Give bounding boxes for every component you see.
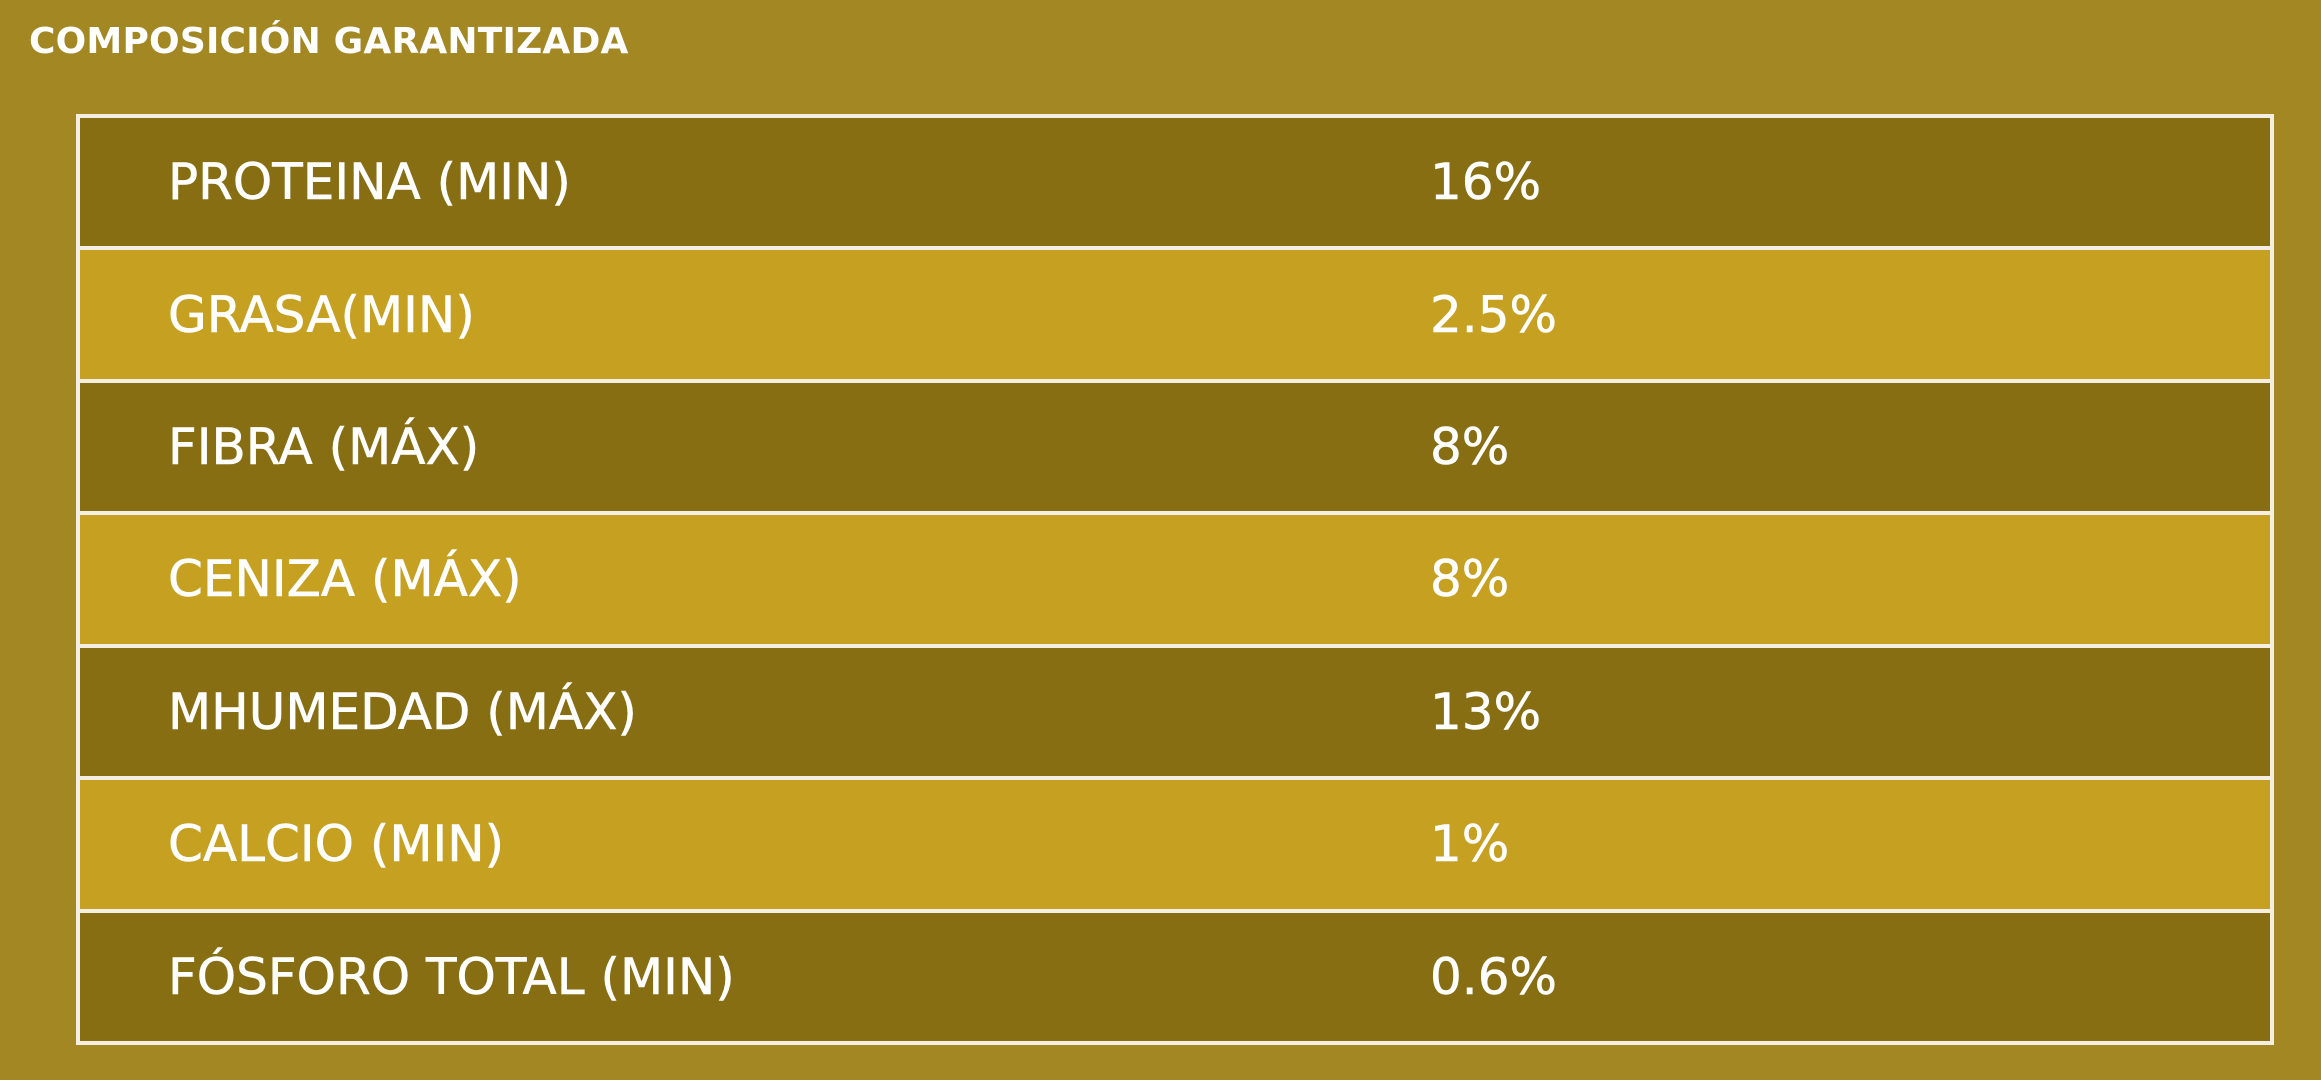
row-value: 2.5%: [1430, 285, 1558, 344]
row-label: CENIZA (MÁX): [168, 550, 522, 609]
composition-table: PROTEINA (MIN) 16% GRASA(MIN) 2.5% FIBRA…: [76, 114, 2274, 1045]
row-label: MHUMEDAD (MÁX): [168, 682, 638, 742]
row-value: 8%: [1430, 418, 1510, 477]
table-row: CENIZA (MÁX) 8%: [80, 515, 2270, 644]
row-label: FIBRA (MÁX): [168, 418, 480, 477]
table-row: MHUMEDAD (MÁX) 13%: [80, 647, 2270, 777]
row-value: 1%: [1430, 815, 1510, 874]
row-value: 13%: [1430, 682, 1542, 742]
table-row: GRASA(MIN) 2.5%: [80, 250, 2270, 379]
table-row: CALCIO (MIN) 1%: [80, 780, 2270, 909]
row-value: 8%: [1430, 550, 1510, 609]
row-value: 16%: [1430, 153, 1542, 212]
table-row: PROTEINA (MIN) 16%: [80, 118, 2270, 247]
table-row: FIBRA (MÁX) 8%: [80, 382, 2270, 512]
row-label: GRASA(MIN): [168, 285, 475, 344]
section-title: COMPOSICIÓN GARANTIZADA: [29, 21, 629, 62]
row-label: CALCIO (MIN): [168, 815, 505, 874]
row-label: FÓSFORO TOTAL (MIN): [168, 947, 735, 1006]
row-value: 0.6%: [1430, 947, 1558, 1006]
row-label: PROTEINA (MIN): [168, 153, 572, 212]
table-row: FÓSFORO TOTAL (MIN) 0.6%: [80, 912, 2270, 1041]
